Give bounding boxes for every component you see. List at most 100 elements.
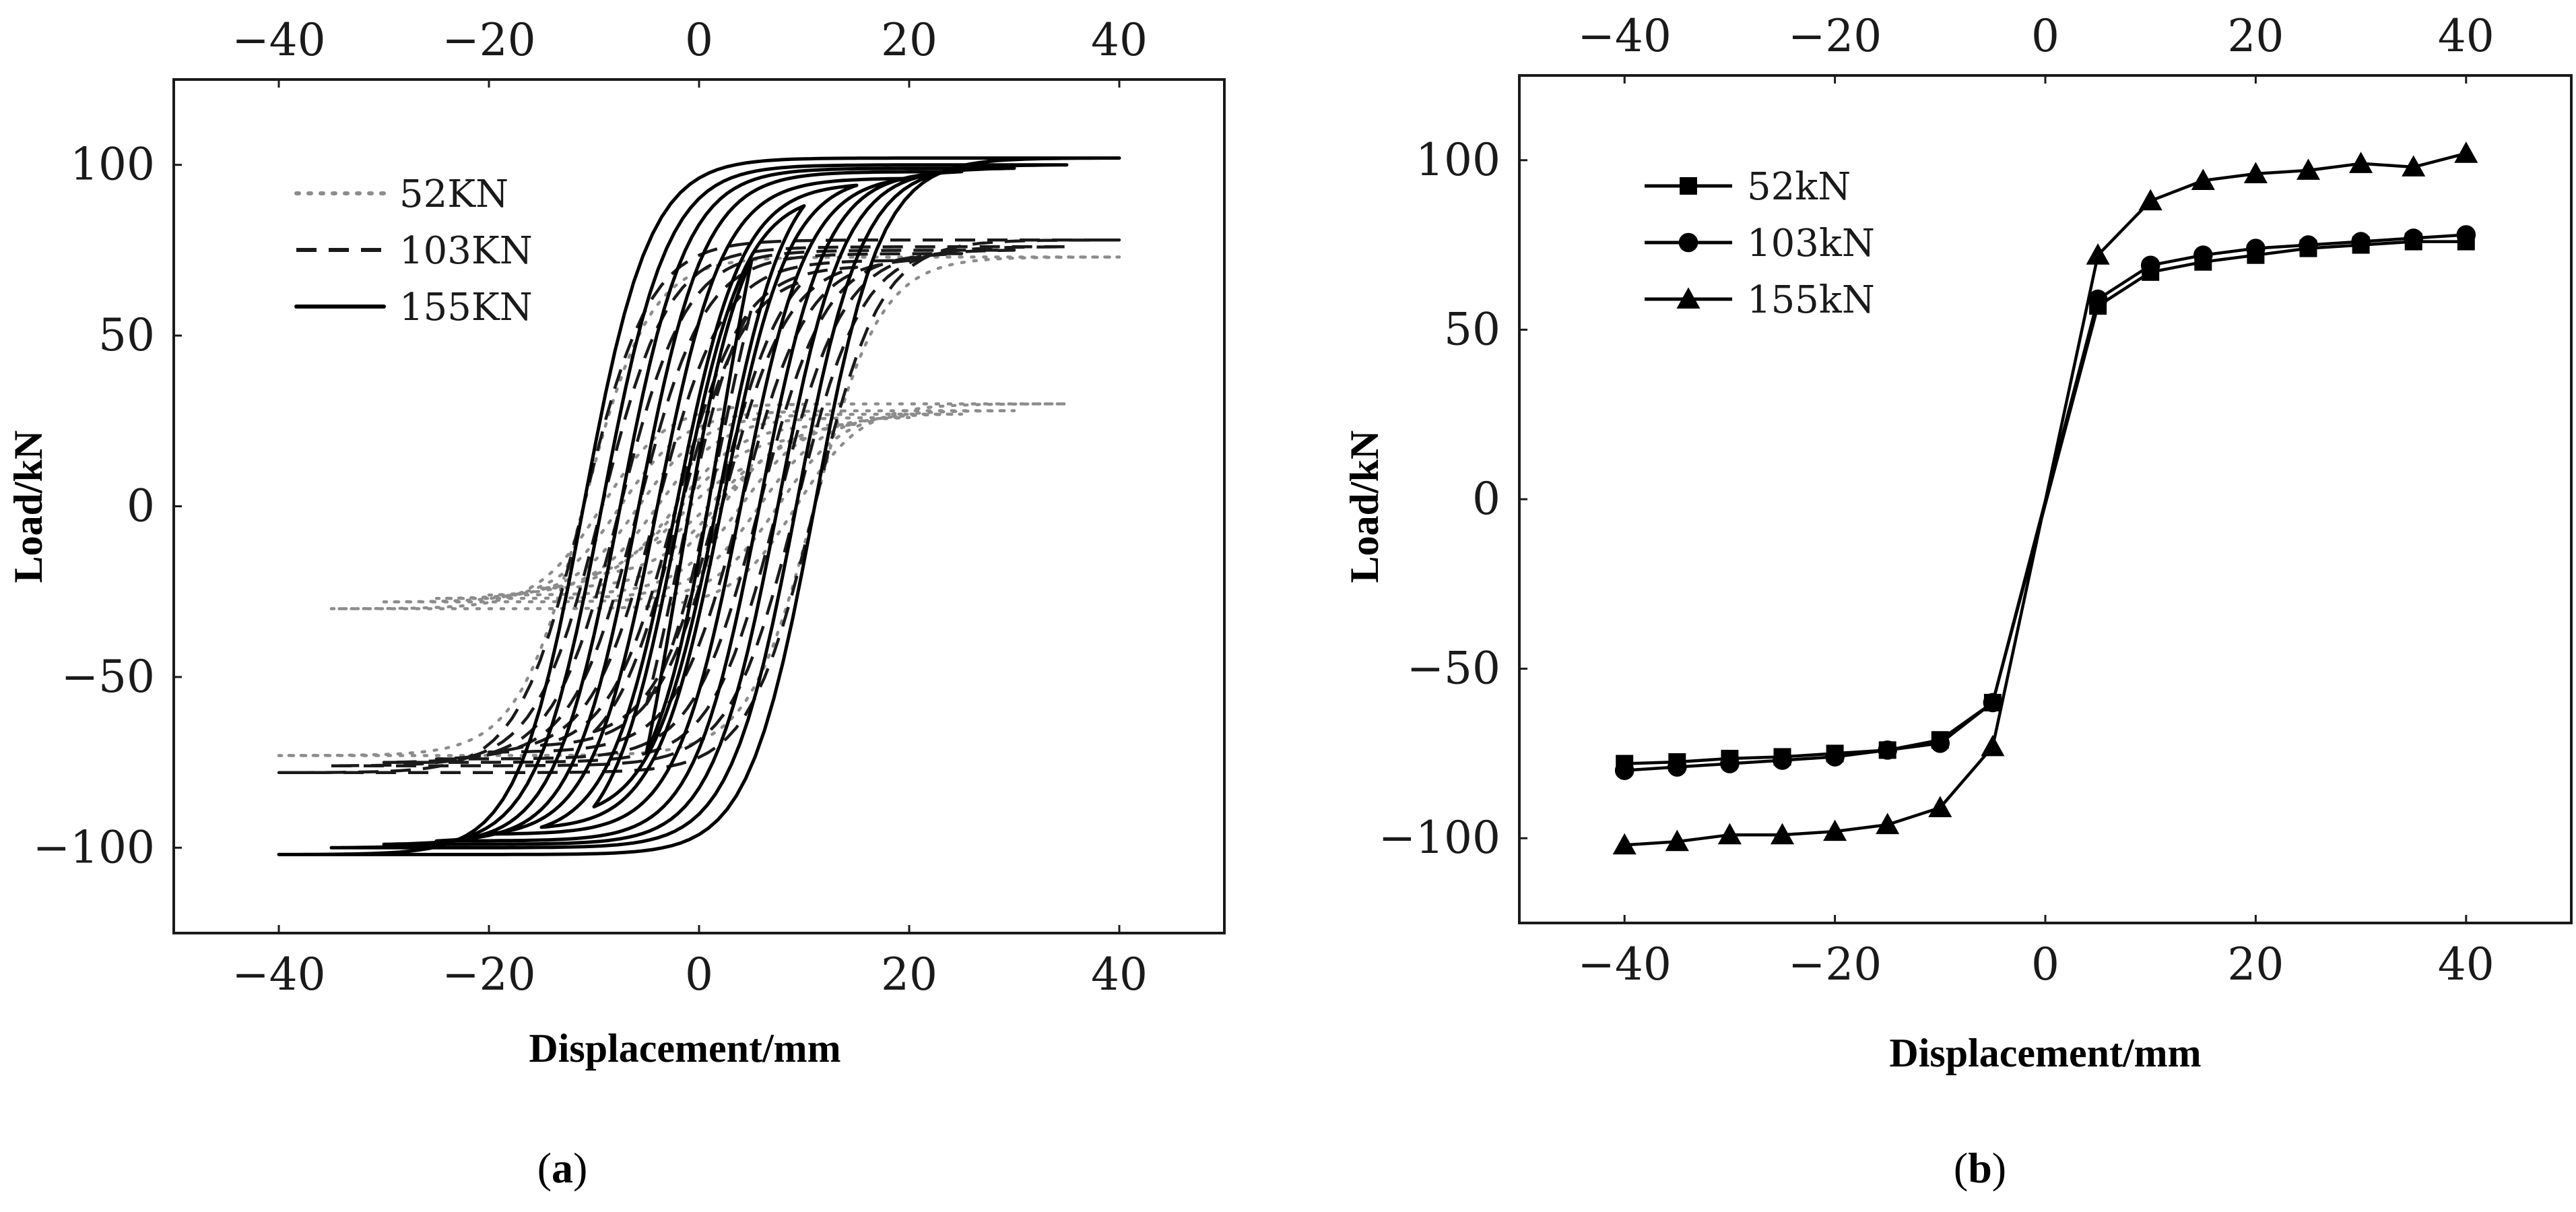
series-155KN-loops bbox=[277, 156, 1121, 856]
data-point-circle bbox=[1678, 232, 1698, 253]
hysteresis-loop bbox=[277, 156, 1121, 856]
hysteresis-loop bbox=[329, 245, 1069, 767]
x-tick-label: −40 bbox=[1578, 938, 1672, 990]
y-tick-label: 100 bbox=[70, 139, 155, 191]
data-point-circle bbox=[1773, 751, 1792, 770]
hysteresis-loop bbox=[539, 183, 859, 829]
top-tick-label: 20 bbox=[881, 14, 937, 66]
data-point-square bbox=[1680, 177, 1697, 195]
data-point-triangle bbox=[2402, 155, 2426, 177]
legend-label-52kN: 52kN bbox=[1747, 165, 1851, 209]
legend-label-155KN: 155KN bbox=[399, 286, 533, 329]
y-tick-label: 50 bbox=[98, 309, 155, 361]
data-point-triangle bbox=[1665, 829, 1689, 852]
panel-b-skeleton-curve-chart: −40 −20 0 20 40 −40 −20 0 20 40 −100 −50 0 50 100 Displ… bbox=[1342, 10, 2573, 1075]
data-point-triangle bbox=[2454, 141, 2478, 163]
data-point-circle bbox=[2404, 228, 2423, 248]
hysteresis-loop bbox=[645, 259, 754, 754]
data-point-circle bbox=[2351, 232, 2371, 251]
x-tick-label: 20 bbox=[881, 949, 937, 1000]
data-point-triangle bbox=[1876, 812, 1900, 835]
top-tick-label: 0 bbox=[2031, 10, 2059, 62]
data-point-circle bbox=[2246, 238, 2266, 258]
data-point-circle bbox=[2140, 255, 2160, 276]
legend-label-103KN: 103KN bbox=[399, 229, 533, 273]
data-point-triangle bbox=[2086, 243, 2110, 265]
data-point-triangle bbox=[1928, 796, 1952, 817]
x-tick-label: 0 bbox=[2031, 938, 2059, 990]
data-point-circle bbox=[1720, 754, 1740, 773]
data-point-circle bbox=[1930, 734, 1950, 753]
data-point-triangle bbox=[2243, 162, 2268, 183]
plot-frame bbox=[172, 78, 1226, 934]
x-tick-label: 40 bbox=[1091, 949, 1148, 1000]
data-point-circle bbox=[2456, 225, 2476, 245]
hysteresis-loop bbox=[645, 464, 754, 549]
series-155kN bbox=[1612, 141, 2478, 855]
data-point-triangle bbox=[2296, 158, 2321, 180]
x-tick-label: 40 bbox=[2438, 938, 2495, 990]
data-point-triangle bbox=[2138, 189, 2162, 211]
top-tick-label: −40 bbox=[232, 14, 325, 66]
y-axis-title: Load/kN bbox=[6, 430, 51, 583]
hysteresis-loop bbox=[329, 163, 1069, 850]
legend-label-52KN: 52KN bbox=[399, 172, 508, 216]
hysteresis-loop bbox=[277, 238, 1121, 775]
top-tick-label: 0 bbox=[685, 14, 713, 66]
data-point-triangle bbox=[1717, 823, 1742, 845]
panel-a-label: (a) bbox=[537, 1144, 588, 1192]
y-tick-label: −100 bbox=[1379, 812, 1500, 864]
hysteresis-loop bbox=[487, 259, 911, 754]
y-tick-label: 0 bbox=[127, 480, 155, 532]
y-tick-label: 100 bbox=[1416, 134, 1500, 186]
data-point-triangle bbox=[1981, 734, 2005, 757]
x-tick-label: −20 bbox=[442, 949, 535, 1000]
y-tick-label: −100 bbox=[33, 821, 155, 873]
data-point-circle bbox=[1825, 747, 1845, 767]
hysteresis-loop bbox=[329, 402, 1069, 610]
x-tick-label: 0 bbox=[685, 949, 713, 1000]
hysteresis-loop bbox=[539, 265, 859, 747]
legend-label-155kN: 155kN bbox=[1747, 278, 1875, 322]
data-point-circle bbox=[2088, 289, 2108, 309]
data-point-triangle bbox=[2191, 168, 2215, 191]
panel-a-hysteresis-chart: −40 −20 0 20 40 −40 −20 0 20 40 −100 −50 0 50 100 Displ… bbox=[6, 14, 1226, 1071]
y-tick-label: 0 bbox=[1472, 473, 1500, 525]
series-52KN-loops bbox=[277, 255, 1121, 757]
data-point-triangle bbox=[1676, 287, 1700, 309]
data-point-triangle bbox=[1770, 823, 1795, 845]
top-tick-label: 40 bbox=[2438, 10, 2495, 62]
hysteresis-loop bbox=[592, 204, 806, 808]
data-point-triangle bbox=[1612, 833, 1637, 855]
top-tick-label: −20 bbox=[1788, 10, 1882, 62]
y-tick-label: 50 bbox=[1444, 303, 1500, 355]
x-tick-label: 20 bbox=[2227, 938, 2284, 990]
top-tick-label: −20 bbox=[442, 14, 535, 66]
hysteresis-loop bbox=[382, 166, 1016, 846]
data-point-circle bbox=[1983, 693, 2003, 713]
data-point-triangle bbox=[2349, 152, 2373, 173]
data-point-circle bbox=[1667, 757, 1687, 777]
panel-b-label: (b) bbox=[1954, 1144, 2006, 1192]
x-axis-title: Displacement/mm bbox=[1889, 1031, 2201, 1075]
x-axis-title: Displacement/mm bbox=[529, 1026, 840, 1071]
hysteresis-loop bbox=[277, 255, 1121, 757]
top-tick-label: −40 bbox=[1578, 10, 1672, 62]
y-tick-label: −50 bbox=[61, 651, 155, 703]
data-point-circle bbox=[2299, 235, 2318, 255]
y-axis-title: Load/kN bbox=[1342, 430, 1387, 583]
y-tick-label: −50 bbox=[1407, 643, 1500, 695]
x-tick-label: −20 bbox=[1788, 938, 1882, 990]
data-point-triangle bbox=[1823, 819, 1847, 841]
series-line-155kN bbox=[1624, 152, 2467, 847]
top-tick-label: 20 bbox=[2227, 10, 2284, 62]
data-point-circle bbox=[1614, 761, 1634, 780]
hysteresis-loop bbox=[434, 252, 964, 761]
x-tick-label: −40 bbox=[232, 949, 325, 1000]
hysteresis-loop bbox=[382, 249, 1016, 764]
data-point-circle bbox=[1878, 740, 1897, 760]
legend-label-103kN: 103kN bbox=[1747, 222, 1875, 265]
data-point-circle bbox=[2193, 245, 2213, 265]
top-tick-label: 40 bbox=[1091, 14, 1148, 66]
